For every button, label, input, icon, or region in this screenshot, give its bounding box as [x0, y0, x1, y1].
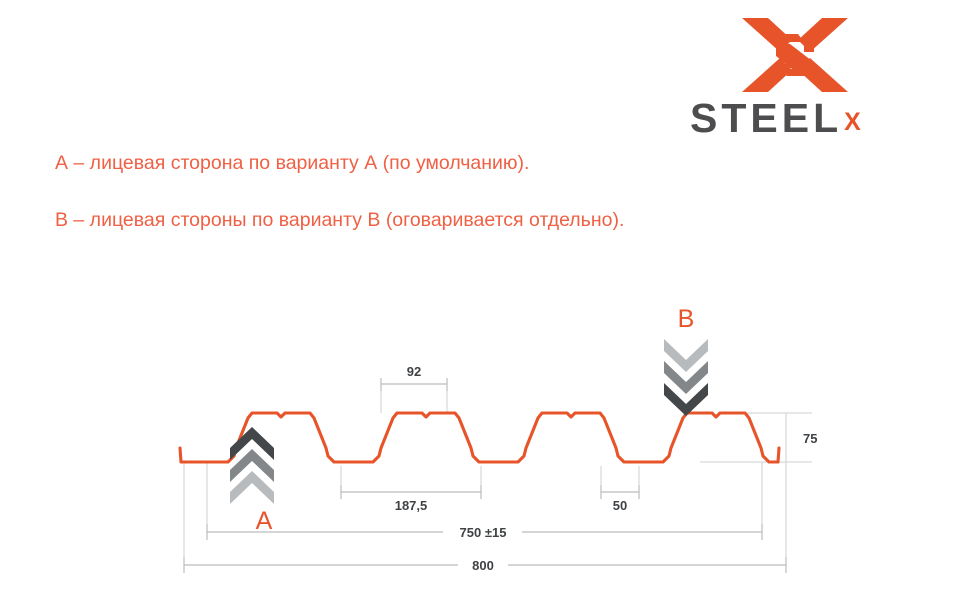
- dim-750: 750 ±15: [206, 524, 763, 540]
- note-line-variant-b: В – лицевая стороны по варианту В (огова…: [55, 209, 625, 232]
- dim-750-label: 750 ±15: [460, 525, 507, 540]
- dim-75: 75: [803, 431, 817, 446]
- logo-steel-text: STEEL: [690, 95, 843, 141]
- notes-block: А – лицевая сторона по варианту А (по ум…: [55, 152, 815, 233]
- marker-b-label: B: [678, 305, 695, 333]
- dim-800-label: 800: [472, 558, 494, 573]
- note-line-variant-a: А – лицевая сторона по варианту А (по ум…: [55, 152, 530, 174]
- profile-drawing: A B 92 187,5: [0, 280, 970, 597]
- steelx-x-mark-icon: [742, 18, 848, 92]
- logo-x-suffix-text: X: [844, 108, 861, 136]
- marker-a: A: [230, 427, 274, 535]
- dim-92-label: 92: [407, 364, 421, 379]
- dim-187-5-label: 187,5: [395, 498, 428, 513]
- profile-drawing-svg: A B 92 187,5: [178, 305, 817, 573]
- dim-187-5: 187,5: [340, 485, 482, 513]
- logo-wordmark: STEEL X: [690, 98, 930, 140]
- dim-75-label: 75: [803, 431, 817, 446]
- marker-a-label: A: [256, 507, 273, 535]
- marker-b-chevrons-icon: [664, 339, 708, 416]
- dim-50-label: 50: [613, 498, 627, 513]
- profile-outline-path: [178, 411, 781, 464]
- dim-92: 92: [380, 364, 448, 391]
- brand-logo: STEEL X: [690, 18, 930, 140]
- dim-800: 800: [183, 557, 787, 573]
- marker-a-chevrons-icon: [230, 427, 274, 504]
- dim-50: 50: [600, 485, 640, 513]
- marker-b: B: [664, 305, 708, 416]
